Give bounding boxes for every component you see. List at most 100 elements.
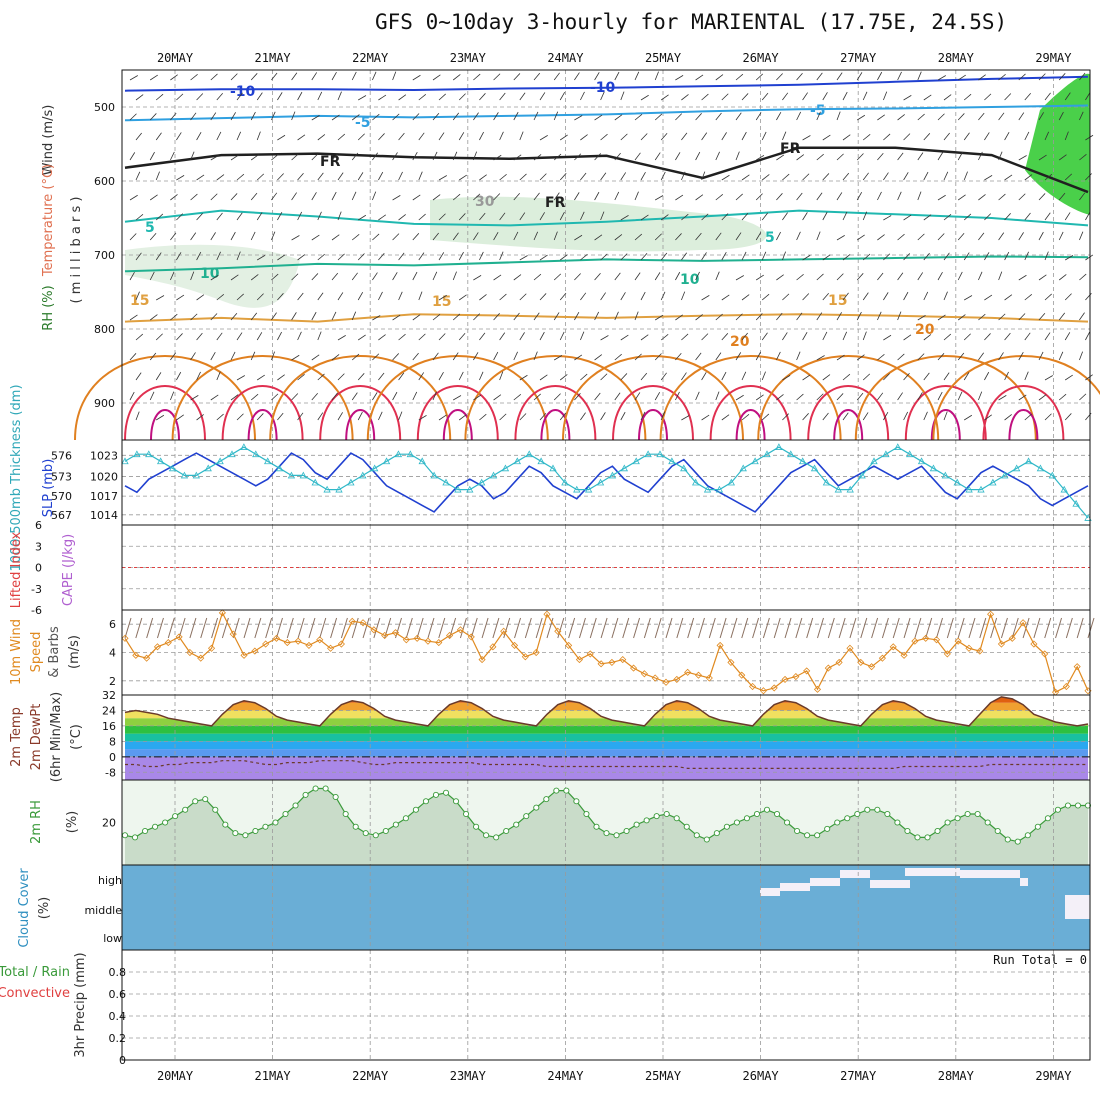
wind-barb (862, 91, 868, 101)
wind-barb (681, 94, 689, 101)
wind-barb (250, 192, 258, 201)
thickness-point (275, 464, 284, 472)
wind-barb (856, 234, 865, 241)
wind-barb (291, 273, 299, 281)
wind-barb (519, 173, 527, 181)
wind10m-barb (860, 617, 868, 639)
contour-10 (124, 255, 1089, 273)
wind10m-barb (849, 617, 857, 639)
wind-barb (553, 231, 558, 241)
wind-barb (479, 174, 487, 181)
wind-barb (634, 191, 639, 201)
wind-barb (378, 214, 387, 221)
wind-barb (776, 112, 782, 121)
rh-point (974, 810, 981, 818)
wind-barb (236, 212, 243, 221)
wind-speed-point (164, 639, 172, 647)
contour-FR (124, 146, 1089, 194)
wind-barb (458, 251, 464, 261)
wind-barb (357, 133, 365, 141)
wind10m-barb (156, 617, 164, 639)
wind-barb (170, 112, 177, 121)
wind-barb (196, 294, 205, 301)
wind-barb (271, 111, 276, 121)
contour-label: -5 (355, 115, 371, 131)
rh-point (302, 791, 309, 798)
slp-tick-label: 1017 (90, 490, 118, 503)
wind-barb (412, 352, 419, 361)
wind-barb (1018, 193, 1026, 201)
wind10m-barb (1011, 617, 1019, 639)
bottom-date-label: 20MAY (157, 1069, 194, 1083)
cloud-level-label: middle (84, 904, 122, 917)
cloud-level-label: high (98, 874, 122, 887)
wind-barb (782, 332, 788, 341)
precip-total-legend: Total / Rain (0, 965, 70, 980)
wind10m-barb (514, 617, 522, 639)
wind-barb (735, 73, 744, 81)
bottom-date-label: 25MAY (645, 1069, 682, 1083)
wind-barb (715, 271, 720, 281)
wind10m-barb (633, 617, 641, 639)
wind-barb (250, 154, 259, 161)
wind-barb (998, 193, 1006, 201)
rh-point (493, 834, 500, 841)
wind-barb (883, 133, 891, 141)
pressure-tick-label: 500 (94, 101, 115, 114)
thickness-point (192, 471, 201, 479)
wind10m-barb (589, 617, 597, 639)
wind-barb (796, 111, 802, 121)
wind-barb (513, 274, 522, 281)
wind-barb (1018, 274, 1027, 281)
wind10m-barb (968, 617, 976, 639)
wind-barb (721, 174, 730, 181)
wind-barb (135, 291, 140, 301)
wind-barb (331, 272, 339, 281)
thickness-point (204, 464, 212, 472)
cloud-high-block (780, 883, 810, 891)
wind-barb (776, 312, 783, 321)
wind-barb (877, 114, 886, 121)
wind10m-barb (925, 617, 933, 639)
tick-label: 16 (102, 720, 116, 733)
wind-barb (277, 173, 284, 181)
wind-barb (802, 212, 808, 221)
wind-barb (984, 252, 990, 261)
wind-barb (533, 111, 539, 121)
wind-barb (761, 131, 767, 141)
wind-barb (1058, 231, 1064, 241)
wind-barb (1064, 92, 1071, 101)
wind10m-barb (697, 617, 705, 639)
rh-point (131, 834, 139, 841)
wind-barb (897, 272, 904, 281)
wind-barb (519, 92, 526, 101)
wind-barb (559, 134, 568, 141)
wind-barb (250, 393, 259, 401)
thickness-point (834, 485, 843, 493)
wind-barb (580, 254, 588, 261)
wind-barb (634, 233, 643, 241)
surface-temp-contour (757, 355, 940, 441)
contour-label: 5 (145, 220, 155, 236)
wind-barb (574, 312, 580, 321)
wind-barb (129, 113, 137, 121)
slp-tick-label: 1023 (90, 449, 118, 462)
contour-label: 10 (200, 266, 220, 282)
wind-speed-point (337, 640, 345, 648)
wind-barb (291, 393, 299, 401)
wind-barb (250, 351, 256, 361)
wind-barb (553, 273, 562, 281)
thickness-point (561, 478, 569, 486)
thickness-point (620, 464, 629, 472)
wind-barb (1058, 154, 1067, 161)
wind-barb (351, 311, 357, 321)
wind-barb (453, 395, 462, 401)
wind-barb (836, 393, 844, 401)
wind-barb (735, 275, 744, 281)
wind-barb (1038, 73, 1046, 81)
surface-temp-contour (659, 355, 842, 441)
thickness-tick-label: 567 (51, 509, 72, 522)
wind10m-axis-label: 10m Wind (9, 619, 24, 685)
wind-barb (412, 233, 420, 241)
pressure-tick-label: 800 (94, 323, 115, 336)
